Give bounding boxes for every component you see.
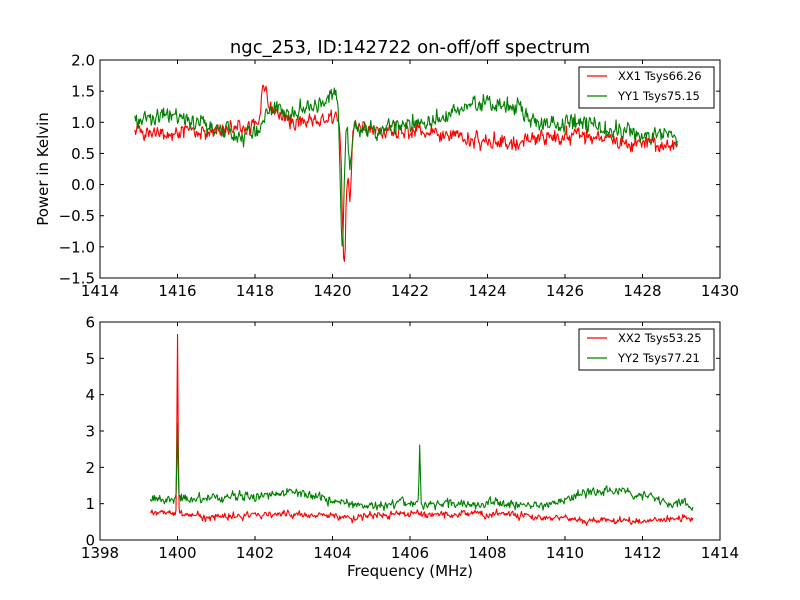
x-tick-label: 1398 — [81, 544, 119, 562]
x-tick-label: 1406 — [391, 544, 429, 562]
y-tick-label: 0.0 — [71, 176, 95, 194]
x-tick-label: 1408 — [468, 544, 506, 562]
x-tick-label: 1404 — [313, 544, 351, 562]
x-tick-label: 1416 — [158, 282, 196, 300]
y-tick-label: 6 — [85, 314, 95, 332]
x-tick-label: 1422 — [391, 282, 429, 300]
y-tick-label: 1.5 — [71, 83, 95, 101]
y-tick-label: 0.5 — [71, 145, 95, 163]
x-tick-label: 1412 — [623, 544, 661, 562]
y-tick-label: 5 — [85, 350, 95, 368]
bottom-legend-label-xx2: XX2 Tsys53.25 — [618, 331, 702, 345]
x-tick-label: 1410 — [546, 544, 584, 562]
bottom-x-ticks: 1398 1400 1402 1404 1406 1408 1410 1412 1414 — [81, 322, 739, 562]
top-legend-box — [578, 66, 715, 109]
bottom-legend-box — [578, 328, 715, 371]
x-tick-label: 1428 — [623, 282, 661, 300]
top-axes: 1414 1416 1418 1420 1422 1424 1426 1428 1430 −1.… — [34, 52, 739, 301]
top-legend: XX1 Tsys66.26 YY1 Tsys75.15 — [578, 66, 715, 109]
y-tick-label: 4 — [85, 386, 95, 404]
y-tick-label: −1.0 — [59, 238, 95, 256]
y-tick-label: −0.5 — [59, 207, 95, 225]
y-tick-label: 3 — [85, 423, 95, 441]
series-line-yy1 — [134, 87, 678, 247]
top-legend-label-yy1: YY1 Tsys75.15 — [617, 89, 700, 103]
chart-title: ngc_253, ID:142722 on-off/off spectrum — [230, 37, 590, 58]
series-line-xx2 — [149, 333, 694, 527]
top-y-ticks: −1.5 −1.0 −0.5 0.0 0.5 1.0 1.5 2.0 — [59, 52, 720, 288]
bottom-x-axis-label: Frequency (MHz) — [347, 562, 473, 580]
x-tick-label: 1400 — [158, 544, 196, 562]
x-tick-label: 1418 — [236, 282, 274, 300]
y-tick-label: 1 — [85, 495, 95, 513]
x-tick-label: 1402 — [236, 544, 274, 562]
bottom-legend: XX2 Tsys53.25 YY2 Tsys77.21 — [578, 328, 715, 371]
y-tick-label: 1.0 — [71, 114, 95, 132]
x-tick-label: 1430 — [701, 282, 739, 300]
y-tick-label: 2 — [85, 459, 95, 477]
top-legend-label-xx1: XX1 Tsys66.26 — [618, 69, 702, 83]
bottom-axes: 1398 1400 1402 1404 1406 1408 1410 1412 1414 0 1 2… — [81, 314, 739, 581]
x-tick-label: 1420 — [313, 282, 351, 300]
y-tick-label: 0 — [85, 532, 95, 550]
x-tick-label: 1414 — [701, 544, 739, 562]
x-tick-label: 1426 — [546, 282, 584, 300]
bottom-series-layer — [149, 333, 694, 527]
top-y-axis-label: Power in Kelvin — [34, 112, 52, 226]
y-tick-label: 2.0 — [71, 52, 95, 70]
bottom-y-ticks: 0 1 2 3 4 5 6 — [85, 314, 720, 550]
top-series-layer — [134, 84, 678, 262]
x-tick-label: 1424 — [468, 282, 506, 300]
y-tick-label: −1.5 — [59, 270, 95, 288]
series-line-yy2 — [149, 423, 694, 512]
bottom-legend-label-yy2: YY2 Tsys77.21 — [617, 351, 700, 365]
top-x-ticks: 1414 1416 1418 1420 1422 1424 1426 1428 1430 — [81, 60, 739, 300]
x-tick-label: 1414 — [81, 282, 119, 300]
